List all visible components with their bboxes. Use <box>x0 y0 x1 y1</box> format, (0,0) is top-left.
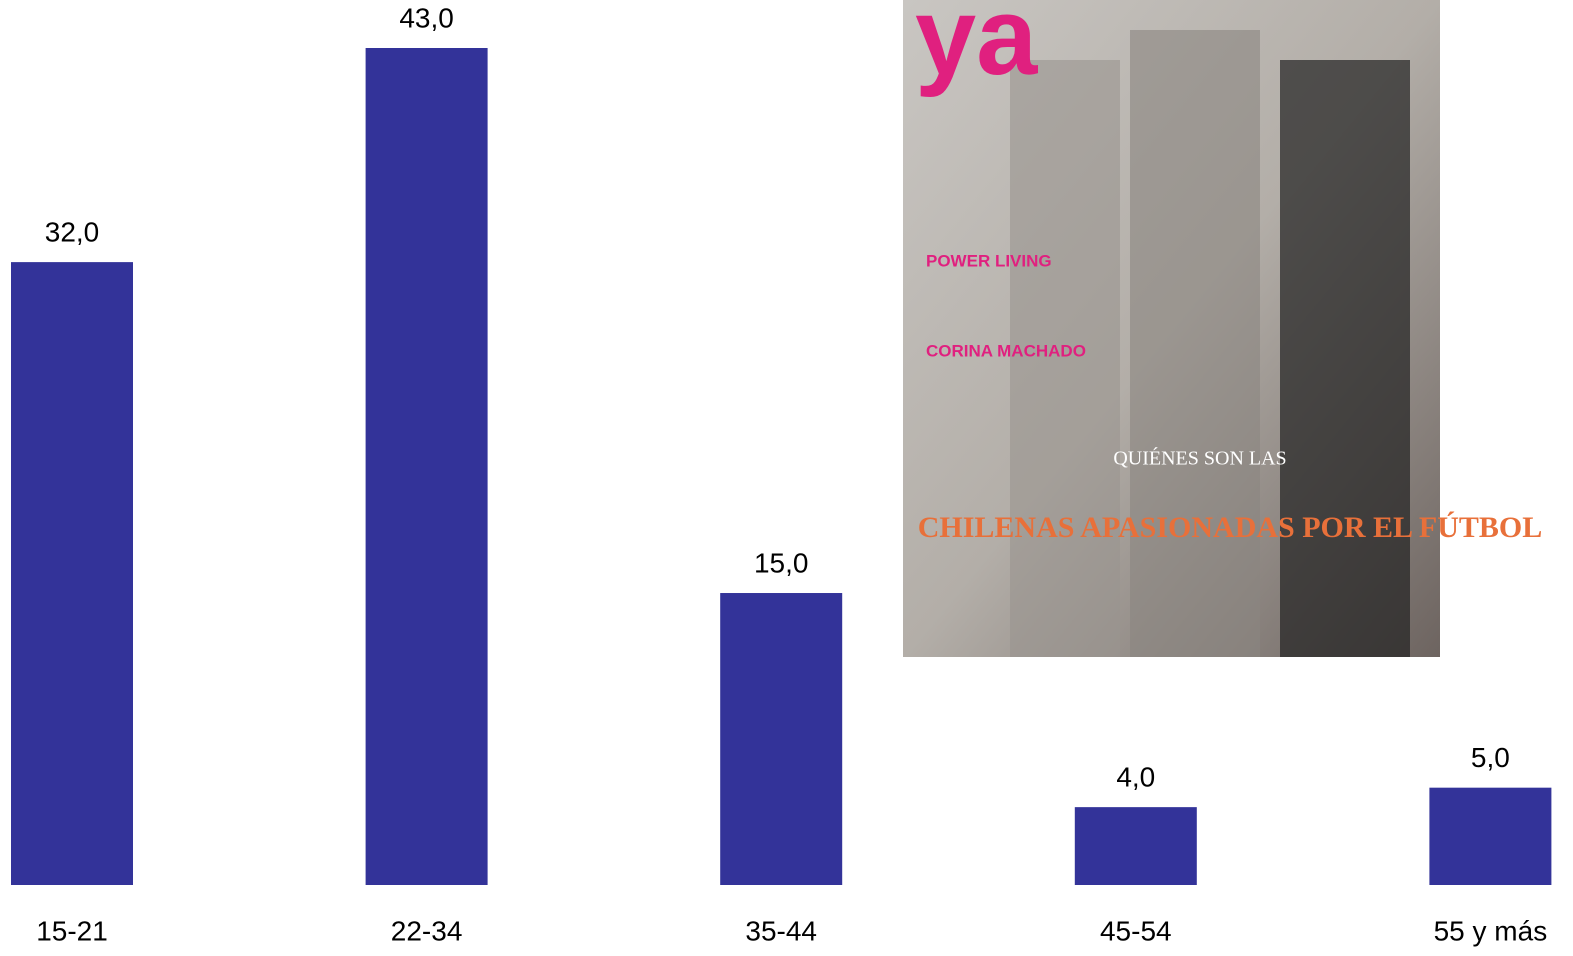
x-tick-label: 22-34 <box>391 915 463 946</box>
masthead: ya <box>915 0 1038 98</box>
chart: ya POWER LIVING CORINA MACHADO QUIÉNES S… <box>0 0 1573 956</box>
value-label: 5,0 <box>1471 742 1510 773</box>
bar <box>1429 788 1551 885</box>
headline: CHILENAS APASIONADAS POR EL FÚTBOL <box>918 511 1543 544</box>
value-label: 43,0 <box>399 2 454 33</box>
headline: CORINA MACHADO <box>926 341 1086 360</box>
figure <box>1280 60 1410 657</box>
magazine-cover: ya POWER LIVING CORINA MACHADO QUIÉNES S… <box>903 0 1542 657</box>
headline: POWER LIVING <box>926 251 1052 270</box>
headline: QUIÉNES SON LAS <box>1113 447 1286 470</box>
bar <box>720 593 842 885</box>
x-tick-label: 55 y más <box>1434 915 1548 946</box>
bar <box>11 262 133 885</box>
value-label: 32,0 <box>45 217 100 248</box>
x-tick-label: 35-44 <box>745 915 817 946</box>
x-tick-label: 45-54 <box>1100 915 1172 946</box>
bar <box>366 48 488 885</box>
bar <box>1075 807 1197 885</box>
value-label: 4,0 <box>1116 762 1155 793</box>
figure <box>1130 30 1260 657</box>
value-label: 15,0 <box>754 547 809 578</box>
x-tick-label: 15-21 <box>36 915 108 946</box>
